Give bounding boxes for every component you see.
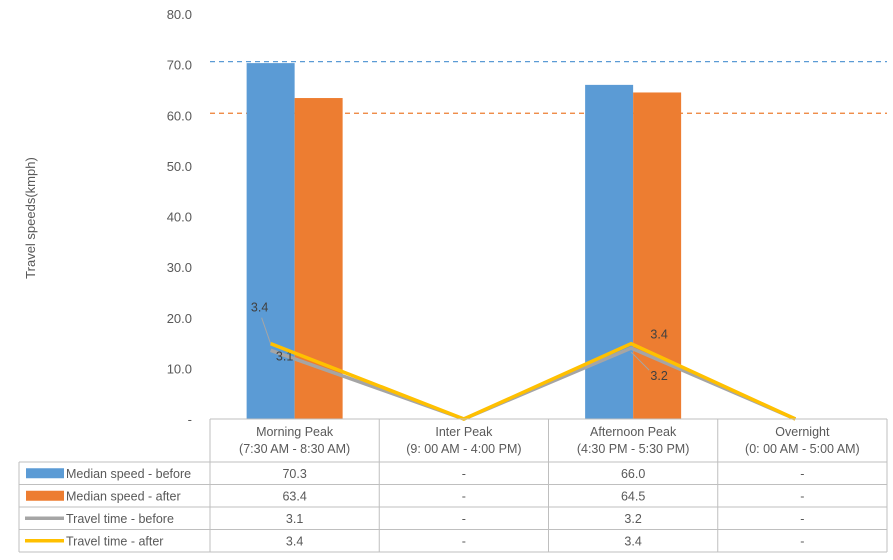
table-cell: - bbox=[462, 467, 466, 481]
table-cell: - bbox=[800, 534, 804, 548]
x-tick-label: (9: 00 AM - 4:00 PM) bbox=[406, 442, 521, 456]
x-tick-label: Afternoon Peak bbox=[590, 425, 677, 439]
x-tick-label: (7:30 AM - 8:30 AM) bbox=[239, 442, 350, 456]
travel-time-lines: 3.1 3.2 3.4 3.4 bbox=[251, 301, 797, 421]
y-tick-label: 40.0 bbox=[167, 210, 192, 225]
x-tick-label: (0: 00 AM - 5:00 AM) bbox=[745, 442, 860, 456]
x-tick-label: Morning Peak bbox=[256, 425, 334, 439]
line-data-label: 3.4 bbox=[650, 328, 667, 342]
table-cell: - bbox=[800, 512, 804, 526]
y-axis: - 10.0 20.0 30.0 40.0 50.0 60.0 70.0 80.0 bbox=[167, 7, 192, 427]
bar bbox=[246, 63, 295, 419]
table-cell: 64.5 bbox=[621, 489, 645, 503]
y-tick-label: 50.0 bbox=[167, 159, 192, 174]
y-axis-label: Travel speeds(kmph) bbox=[23, 157, 38, 279]
line-data-label: 3.1 bbox=[276, 349, 293, 363]
y-tick-label: 80.0 bbox=[167, 7, 192, 22]
y-tick-label: 70.0 bbox=[167, 58, 192, 73]
label-leader-line bbox=[261, 317, 272, 344]
legend-swatch bbox=[26, 490, 64, 501]
y-tick-label: 20.0 bbox=[167, 311, 192, 326]
table-cell: - bbox=[462, 512, 466, 526]
table-cell: - bbox=[800, 467, 804, 481]
label-leader-line bbox=[630, 351, 650, 371]
x-tick-label: (4:30 PM - 5:30 PM) bbox=[577, 442, 690, 456]
table-cell: - bbox=[800, 489, 804, 503]
legend-entry: Median speed - after bbox=[66, 489, 181, 503]
line-data-label: 3.4 bbox=[251, 301, 268, 315]
x-tick-label: Inter Peak bbox=[435, 425, 493, 439]
table-cell: 70.3 bbox=[282, 467, 306, 481]
bar bbox=[585, 84, 634, 419]
table-cell: 3.2 bbox=[624, 512, 641, 526]
bar bbox=[294, 98, 343, 419]
table-cell: 3.4 bbox=[624, 534, 641, 548]
table-cell: - bbox=[462, 534, 466, 548]
travel-time-line bbox=[270, 346, 797, 421]
y-tick-label: 30.0 bbox=[167, 260, 192, 275]
table-cell: 66.0 bbox=[621, 467, 645, 481]
legend-entry: Median speed - before bbox=[66, 467, 191, 481]
y-tick-label: - bbox=[188, 412, 192, 427]
x-tick-label: Overnight bbox=[775, 425, 830, 439]
y-tick-label: 10.0 bbox=[167, 361, 192, 376]
data-table: Morning Peak (7:30 AM - 8:30 AM) Inter Pea… bbox=[18, 418, 888, 553]
table-cell: 3.1 bbox=[286, 512, 303, 526]
legend-entry: Travel time - before bbox=[66, 512, 174, 526]
table-cell: 3.4 bbox=[286, 534, 303, 548]
line-data-label: 3.2 bbox=[650, 369, 667, 383]
table-cell: - bbox=[462, 489, 466, 503]
legend-swatch bbox=[26, 468, 64, 479]
table-cell: 63.4 bbox=[282, 489, 306, 503]
travel-time-line bbox=[269, 341, 797, 421]
y-tick-label: 60.0 bbox=[167, 108, 192, 123]
legend-entry: Travel time - after bbox=[66, 534, 163, 548]
